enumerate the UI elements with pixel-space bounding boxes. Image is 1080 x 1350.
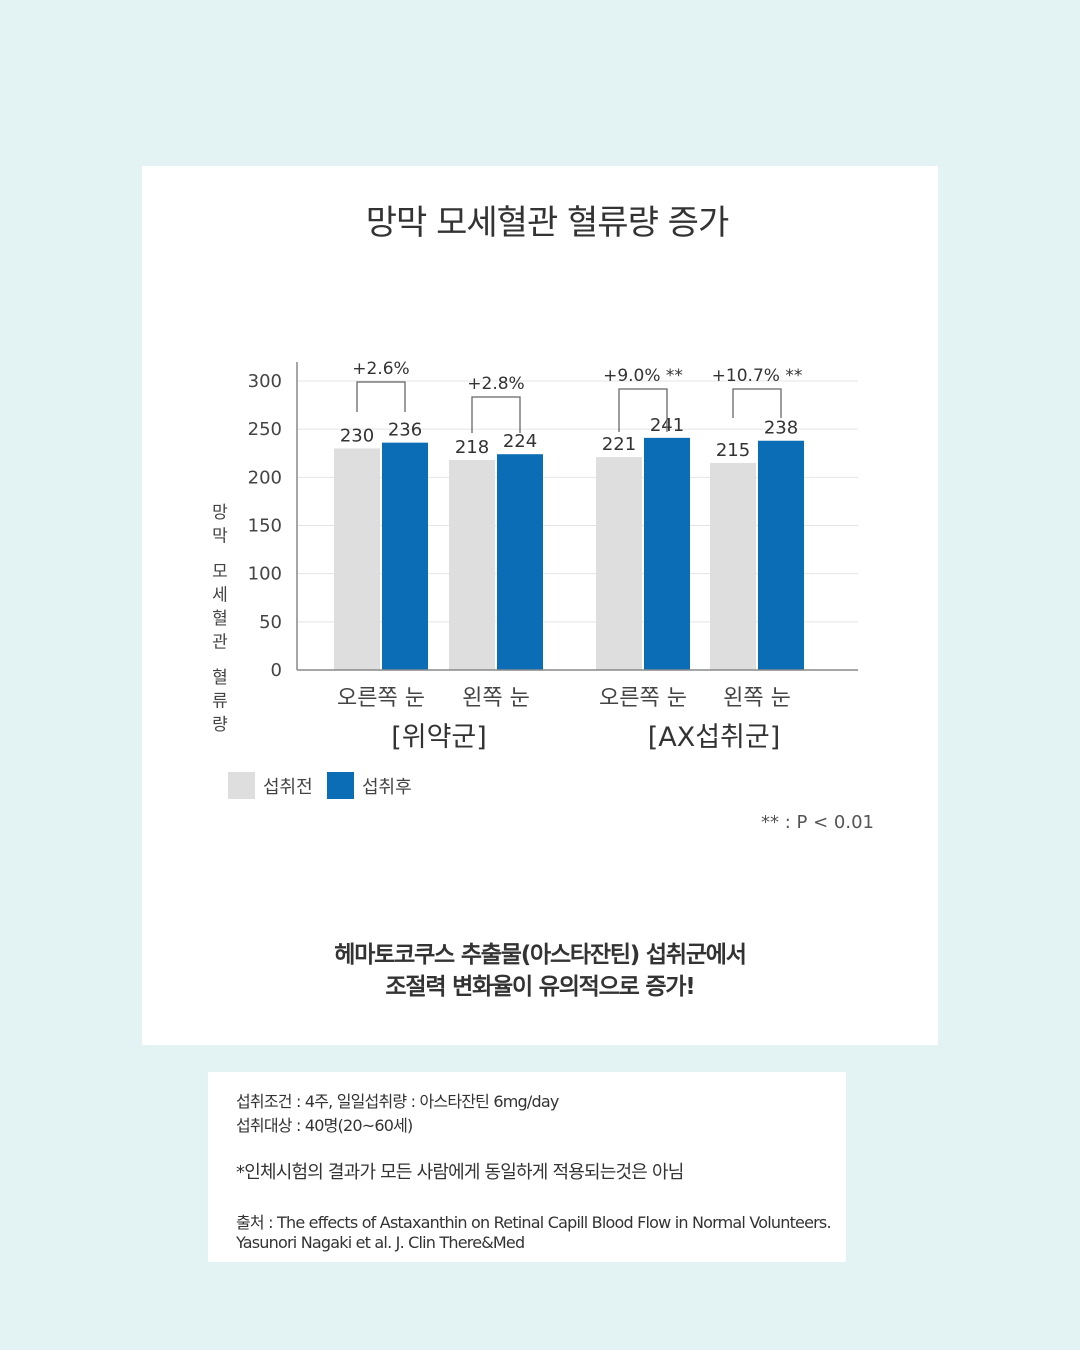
bar	[334, 448, 380, 670]
change-annotation: +2.6%	[352, 359, 409, 379]
x-category-label: 오른쪽 눈	[337, 686, 425, 711]
bar-value-label: 230	[340, 425, 374, 446]
x-category-label: 왼쪽 눈	[462, 686, 530, 711]
y-tick-label: 0	[271, 660, 282, 681]
caption-line-2: 조절력 변화율이 유의적으로 증가!	[385, 974, 695, 1000]
y-axis-label: 량	[212, 715, 228, 735]
change-annotation: +2.8%	[467, 374, 524, 394]
y-axis-label: 세	[212, 586, 228, 606]
legend-swatch	[327, 772, 354, 799]
y-tick-label: 150	[248, 516, 282, 537]
y-axis-label: 혈	[212, 668, 228, 688]
bar-value-label: 218	[455, 437, 489, 458]
bar	[449, 459, 495, 670]
bar-value-label: 221	[602, 434, 636, 455]
y-axis-label: 류	[212, 692, 228, 712]
bar-value-label: 215	[716, 440, 750, 461]
y-axis-label: 혈	[212, 609, 228, 629]
bar-value-label: 224	[503, 431, 537, 452]
x-category-label: 왼쪽 눈	[723, 686, 791, 711]
y-axis-label: 관	[212, 633, 228, 653]
y-tick-label: 200	[248, 467, 282, 488]
y-axis-label: 모	[212, 562, 228, 582]
comparison-bracket	[356, 381, 406, 412]
p-value-note: ** : P < 0.01	[761, 812, 874, 833]
change-annotation: +9.0% **	[603, 366, 683, 386]
x-group-label: [AX섭취군]	[648, 722, 781, 753]
note-condition: 섭취조건 : 4주, 일일섭취량 : 아스타잔틴 6mg/day	[236, 1092, 559, 1111]
change-annotation: +10.7% **	[712, 366, 803, 386]
bar	[758, 440, 804, 670]
legend-swatch	[228, 772, 255, 799]
bar	[644, 437, 690, 670]
note-source-1: 출처 : The effects of Astaxanthin on Retin…	[236, 1213, 832, 1232]
bar-value-label: 238	[764, 418, 798, 439]
x-category-label: 오른쪽 눈	[599, 686, 687, 711]
chart-title: 망막 모세혈관 혈류량 증가	[365, 203, 730, 243]
bar	[497, 454, 543, 670]
y-axis-label: 망	[212, 503, 228, 523]
comparison-bracket	[732, 388, 782, 418]
caption-line-1: 헤마토코쿠스 추출물(아스타잔틴) 섭취군에서	[334, 942, 747, 968]
bar	[382, 442, 428, 670]
y-tick-label: 300	[248, 371, 282, 392]
bar-value-label: 236	[388, 420, 422, 441]
y-tick-label: 100	[248, 564, 282, 585]
note-subjects: 섭취대상 : 40명(20~60세)	[236, 1116, 413, 1135]
notes-box	[208, 1072, 846, 1262]
x-group-label: [위약군]	[391, 722, 487, 753]
legend-label: 섭취전	[263, 777, 313, 798]
comparison-bracket	[471, 396, 521, 433]
bar	[710, 462, 756, 670]
bar	[596, 457, 642, 670]
y-axis-label: 막	[212, 527, 228, 547]
comparison-bracket	[618, 388, 668, 432]
y-tick-label: 250	[248, 419, 282, 440]
note-source-2: Yasunori Nagaki et al. J. Clin There&Med	[236, 1233, 525, 1252]
note-disclaimer: *인체시험의 결과가 모든 사람에게 동일하게 적용되는것은 아님	[236, 1162, 684, 1183]
y-tick-label: 50	[259, 612, 282, 633]
legend-label: 섭취후	[362, 777, 412, 798]
